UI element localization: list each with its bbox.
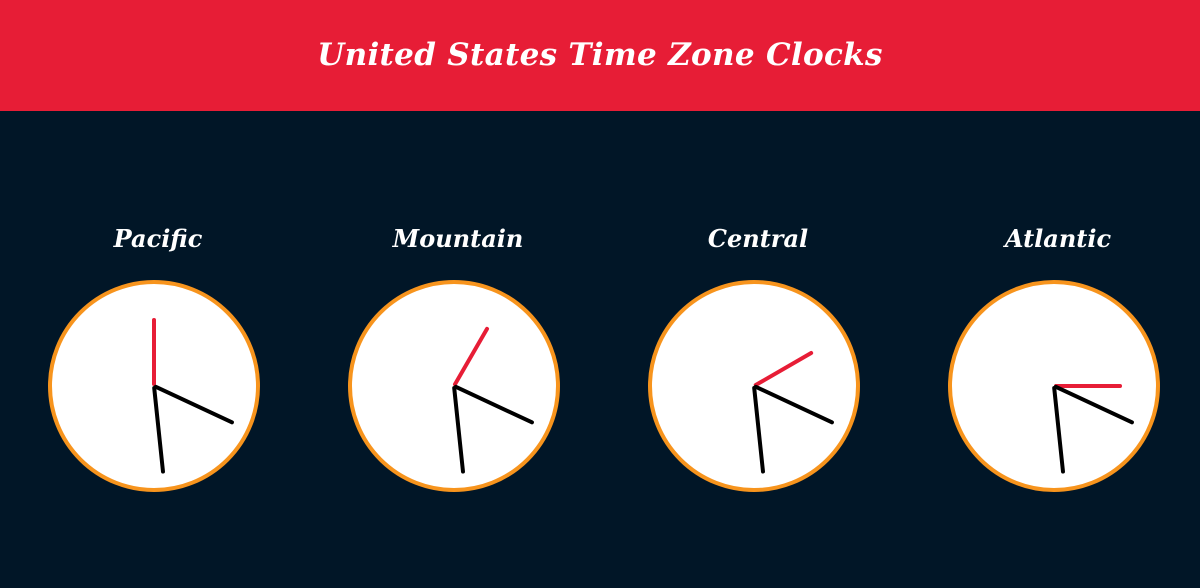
page-title: United States Time Zone Clocks	[317, 37, 883, 73]
clock-face-pacific	[48, 280, 260, 492]
second-hand-central	[752, 385, 766, 474]
zone-label-atlantic: Atlantic	[1004, 224, 1112, 253]
zone-label-central: Central	[707, 224, 809, 253]
second-hand-pacific	[152, 385, 166, 474]
second-hand-mountain	[452, 385, 466, 474]
minute-hand-central	[753, 384, 835, 426]
clock-face-mountain	[348, 280, 560, 492]
second-hand-atlantic	[1052, 385, 1066, 474]
hour-hand-mountain	[452, 326, 490, 387]
hour-hand-central	[753, 350, 814, 388]
hour-hand-atlantic	[1054, 384, 1122, 388]
header-bar: United States Time Zone Clocks	[0, 0, 1200, 111]
clock-face-atlantic	[948, 280, 1160, 492]
minute-hand-mountain	[453, 384, 535, 426]
hour-hand-pacific	[152, 318, 156, 386]
minute-hand-pacific	[153, 384, 235, 426]
zone-label-mountain: Mountain	[392, 224, 524, 253]
clock-face-central	[648, 280, 860, 492]
minute-hand-atlantic	[1053, 384, 1135, 426]
zone-label-pacific: Pacific	[113, 224, 203, 253]
